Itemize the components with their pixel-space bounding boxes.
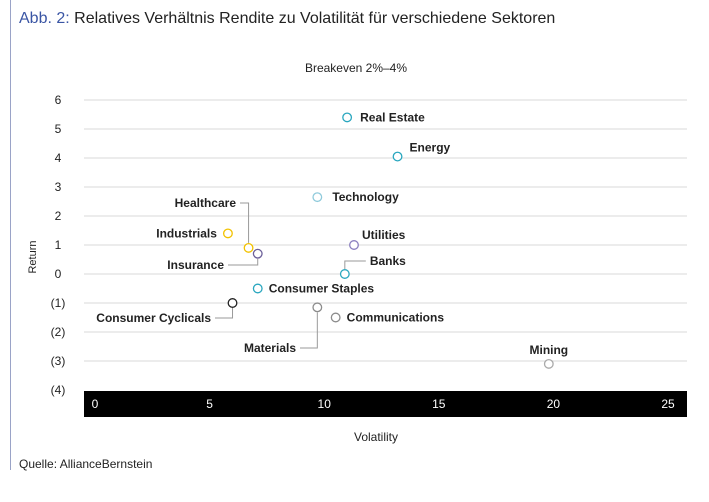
leader-lines [215, 202, 366, 349]
leader-line [344, 260, 366, 269]
x-axis-band [84, 391, 687, 417]
x-tick-label: 10 [318, 397, 332, 411]
figure-title: Relatives Verhältnis Rendite zu Volatili… [74, 10, 556, 27]
point-label: Healthcare [175, 196, 237, 210]
data-point [227, 298, 238, 308]
data-point [543, 358, 554, 369]
point-label: Consumer Cyclicals [96, 311, 211, 325]
y-tick-label: (3) [51, 354, 66, 368]
y-tick-label: 3 [55, 180, 62, 194]
point-labels: Real Estate Energy Technology Healthcare Ind… [96, 110, 568, 357]
point-label: Industrials [156, 226, 217, 240]
x-tick-label: 15 [432, 397, 446, 411]
x-tick-label: 0 [92, 397, 99, 411]
y-tick-label: 0 [55, 267, 62, 281]
data-point [349, 240, 359, 250]
point-label: Consumer Staples [269, 282, 375, 296]
data-point [252, 283, 263, 294]
left-frame-line [10, 0, 11, 470]
x-axis-label: Volatility [354, 430, 398, 444]
data-point [339, 269, 350, 279]
leader-line [228, 258, 259, 266]
point-label: Materials [244, 341, 296, 355]
leader-line [300, 312, 318, 349]
x-tick-label: 20 [547, 397, 561, 411]
data-point [222, 228, 233, 239]
point-label: Mining [529, 343, 568, 357]
chart-title: Breakeven 2%–4% [305, 61, 407, 75]
point-label: Technology [332, 190, 399, 204]
data-point [392, 151, 403, 162]
y-tick-label: (1) [51, 296, 66, 310]
data-point [252, 248, 263, 259]
source-note: Quelle: AllianceBernstein [19, 457, 153, 471]
leader-line [215, 308, 234, 319]
data-point [342, 112, 353, 123]
figure-heading: Abb. 2: Relatives Verhältnis Rendite zu … [19, 10, 555, 28]
y-tick-label: 5 [55, 122, 62, 136]
y-tick-label: 4 [55, 151, 62, 165]
data-point [312, 192, 323, 203]
point-label: Communications [347, 311, 445, 325]
y-tick-label: (2) [51, 325, 66, 339]
point-label: Utilities [362, 228, 406, 242]
data-points [222, 112, 554, 369]
y-axis-label: Return [27, 240, 39, 273]
leader-line [240, 202, 250, 243]
y-tick-label: (4) [51, 383, 66, 397]
point-label: Real Estate [360, 110, 425, 124]
data-point [312, 302, 323, 313]
point-label: Energy [410, 141, 451, 155]
figure-number: Abb. 2: [19, 10, 70, 27]
data-point [330, 312, 341, 323]
point-label: Banks [370, 254, 406, 268]
x-tick-label: 25 [661, 397, 675, 411]
y-tick-label: 1 [55, 238, 62, 252]
data-point [243, 242, 254, 253]
grid [84, 99, 687, 362]
point-label: Insurance [167, 258, 224, 272]
y-tick-label: 6 [55, 93, 62, 107]
y-tick-label: 2 [55, 209, 62, 223]
x-tick-label: 5 [206, 397, 213, 411]
